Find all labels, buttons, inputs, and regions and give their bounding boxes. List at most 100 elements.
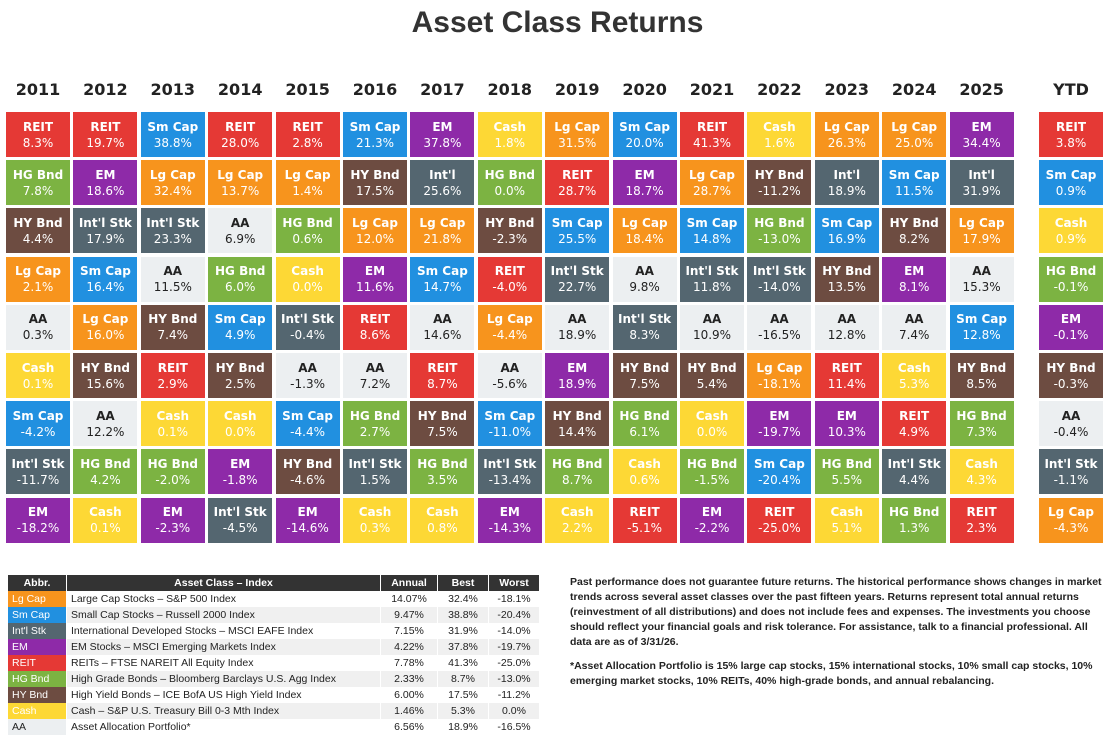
return-cell: AA -0.4% (1039, 401, 1103, 447)
return-cell: REIT 2.8% (275, 112, 340, 157)
return-value: -1.1% (1053, 472, 1089, 487)
asset-label: Cash (695, 408, 729, 423)
asset-label: HG Bnd (282, 215, 333, 230)
column-header: Annual (380, 575, 438, 591)
return-cell: HY Bnd 14.4% (545, 401, 610, 447)
asset-label: Cash (763, 119, 796, 134)
asset-label: Sm Cap (956, 312, 1007, 327)
return-value: 1.8% (494, 135, 526, 150)
asset-label: REIT (899, 408, 930, 423)
return-value: 14.7% (423, 280, 462, 295)
asset-label: Cash (291, 264, 324, 279)
legend-row: Cash Cash – S&P U.S. Treasury Bill 0-3 Mt… (8, 703, 540, 719)
return-value: 0.1% (157, 424, 189, 439)
asset-label: HG Bnd (349, 408, 401, 423)
return-cell: Sm Cap 4.9% (208, 304, 273, 350)
return-value: 17.9% (86, 231, 125, 246)
best: 41.3% (437, 655, 489, 671)
return-value: -1.8% (222, 472, 258, 487)
return-value: 0.1% (90, 521, 121, 536)
return-value: -18.1% (758, 376, 801, 391)
return-value: 8.7% (561, 472, 593, 487)
asset-label: HY Bnd (80, 360, 130, 375)
asset-label: Cash (493, 119, 527, 134)
return-cell: Lg Cap 13.7% (208, 160, 273, 206)
return-cell: AA 12.8% (814, 304, 879, 350)
notes: Past performance does not guarantee futu… (570, 575, 1105, 698)
asset-class: REITs – FTSE NAREIT All Equity Index (66, 655, 381, 671)
asset-label: REIT (359, 312, 391, 327)
asset-label: Lg Cap (891, 119, 938, 134)
return-cell: Sm Cap 0.9% (1039, 160, 1103, 206)
asset-label: Int'l Stk (550, 264, 604, 279)
return-value: 4.3% (966, 472, 997, 487)
year-header: 2019 (554, 80, 600, 99)
return-value: 5.3% (898, 376, 930, 391)
worst: -19.7% (488, 639, 540, 655)
worst: -20.4% (488, 607, 540, 623)
return-cell: HY Bnd -2.3% (477, 208, 542, 254)
asset-label: REIT (427, 360, 458, 375)
return-cell: Lg Cap 25.0% (882, 112, 947, 157)
return-cell: Int'l Stk 17.9% (73, 208, 138, 254)
return-cell: EM 37.8% (410, 112, 475, 157)
return-value: 38.8% (153, 135, 192, 150)
return-value: 8.3% (22, 135, 54, 150)
asset-label: Cash (628, 456, 661, 471)
asset-label: Cash (156, 408, 190, 423)
asset-label: Int'l Stk (348, 456, 402, 471)
return-value: -0.3% (1053, 376, 1089, 391)
return-value: 0.6% (292, 231, 323, 246)
return-cell: Cash 0.1% (6, 353, 70, 398)
asset-label: EM (567, 360, 588, 375)
asset-label: EM (769, 408, 790, 423)
return-value: -0.1% (1053, 328, 1089, 343)
return-cell: Sm Cap -20.4% (747, 449, 812, 495)
return-value: -19.7% (758, 424, 801, 439)
return-value: 17.5% (355, 183, 395, 198)
return-value: 11.4% (827, 376, 866, 391)
asset-class: Small Cap Stocks – Russell 2000 Index (66, 607, 381, 623)
asset-label: AA (96, 408, 115, 423)
asset-label: Lg Cap (419, 215, 466, 230)
return-value: 32.4% (153, 183, 192, 198)
return-cell: Lg Cap 18.4% (612, 208, 677, 254)
asset-label: REIT (292, 119, 323, 134)
return-cell: Lg Cap -4.4% (477, 304, 542, 350)
return-cell: EM -0.1% (1039, 304, 1103, 350)
return-value: 11.8% (692, 280, 732, 295)
return-value: 18.4% (625, 231, 664, 246)
asset-label: AA (163, 264, 183, 279)
return-cell: HG Bnd 8.7% (545, 449, 610, 495)
return-value: -4.3% (1053, 521, 1089, 536)
return-value: 16.4% (86, 280, 125, 295)
return-value: -1.5% (694, 472, 730, 487)
asset-label: AA (433, 312, 452, 327)
legend-row: AA Asset Allocation Portfolio* 6.56% 18.9% -… (8, 719, 540, 735)
return-cell: Cash 0.8% (410, 497, 475, 543)
return-cell: AA 14.6% (410, 304, 475, 350)
asset-label: AA (635, 264, 654, 279)
return-value: 14.6% (423, 328, 462, 343)
asset-label: HG Bnd (889, 505, 940, 520)
return-cell: Sm Cap -4.2% (6, 401, 70, 447)
asset-label: Int'l (429, 167, 456, 182)
return-value: 16.0% (86, 328, 125, 343)
asset-label: HY Bnd (282, 456, 333, 471)
return-value: 28.0% (221, 135, 260, 150)
return-value: 19.7% (86, 135, 125, 150)
best: 38.8% (437, 607, 489, 623)
return-cell: EM -14.6% (275, 497, 340, 543)
return-value: 18.6% (86, 183, 125, 198)
return-cell: HY Bnd 5.4% (680, 353, 744, 398)
return-value: -14.6% (286, 521, 329, 536)
return-cell: AA 11.5% (140, 256, 205, 302)
return-cell: AA 18.9% (545, 304, 610, 350)
return-value: 0.6% (629, 472, 660, 487)
return-value: 8.5% (966, 376, 997, 391)
asset-label: Lg Cap (1048, 505, 1094, 520)
return-cell: Int'l Stk 11.8% (680, 256, 744, 302)
abbr: EM (8, 639, 67, 655)
return-cell: EM -19.7% (747, 401, 812, 447)
